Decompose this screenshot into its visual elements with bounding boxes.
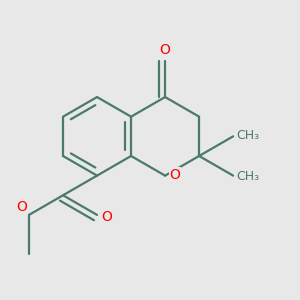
Text: CH₃: CH₃ xyxy=(237,170,260,183)
Text: O: O xyxy=(101,210,112,224)
Text: O: O xyxy=(169,168,180,182)
Text: CH₃: CH₃ xyxy=(237,129,260,142)
Text: O: O xyxy=(160,43,170,57)
Text: O: O xyxy=(16,200,27,214)
